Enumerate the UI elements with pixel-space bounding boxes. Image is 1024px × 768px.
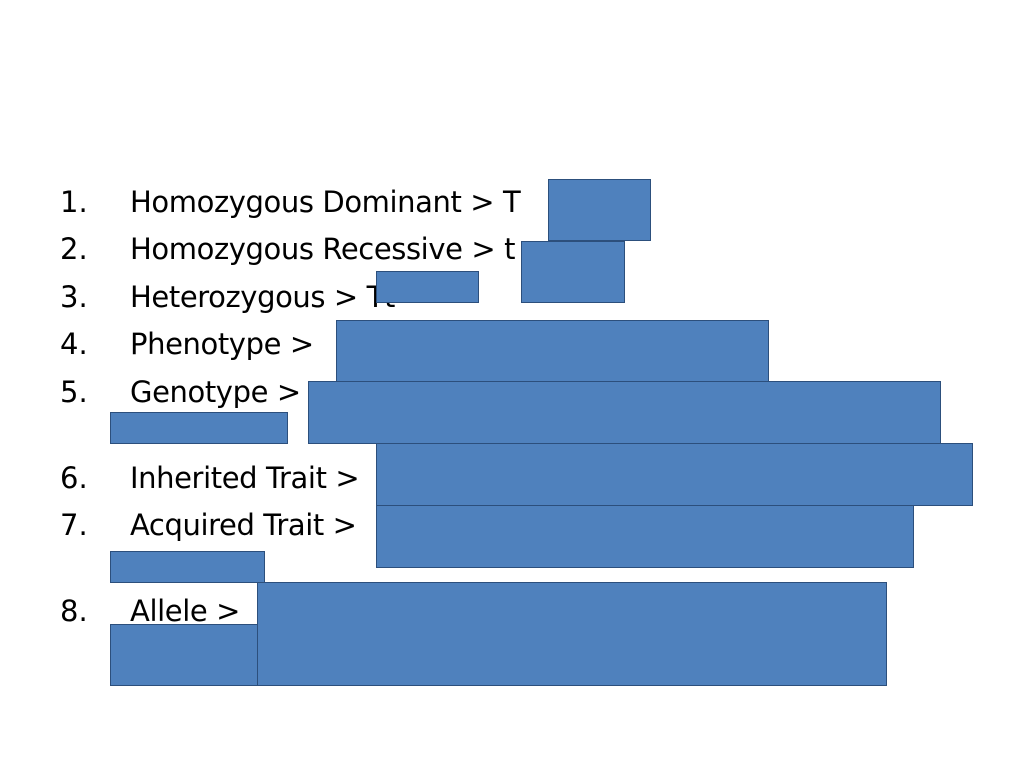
list-number: 6. [60, 461, 88, 495]
answer-cover-box [336, 320, 769, 382]
answer-cover-box [110, 551, 265, 583]
list-number: 2. [60, 232, 88, 266]
answer-cover-box [308, 381, 941, 444]
answer-cover-box [376, 505, 914, 568]
list-number: 8. [60, 594, 88, 628]
list-text: Inherited Trait > [130, 461, 360, 495]
list-text: Genotype > [130, 375, 301, 409]
list-number: 3. [60, 280, 88, 314]
list-number: 1. [60, 185, 88, 219]
answer-cover-box [376, 271, 479, 303]
list-number: 4. [60, 327, 88, 361]
answer-cover-box [376, 443, 973, 506]
list-text: Homozygous Dominant > T [130, 185, 521, 219]
list-text: Acquired Trait > [130, 508, 357, 542]
list-text: Heterozygous > Tt [130, 280, 395, 314]
answer-cover-box [110, 624, 258, 686]
list-text: Phenotype > [130, 327, 314, 361]
answer-cover-box [521, 241, 625, 303]
list-number: 7. [60, 508, 88, 542]
list-number: 5. [60, 375, 88, 409]
list-text: Homozygous Recessive > t [130, 232, 516, 266]
answer-cover-box [548, 179, 651, 241]
answer-cover-box [257, 582, 887, 686]
answer-cover-box [110, 412, 288, 444]
list-text: Allele > [130, 594, 241, 628]
